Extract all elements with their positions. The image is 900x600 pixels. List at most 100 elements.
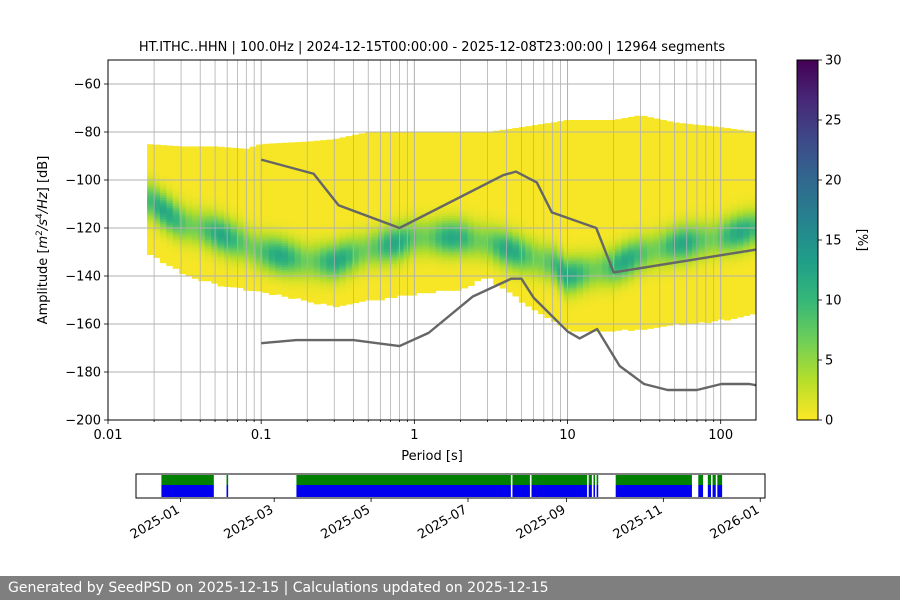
heatmap-cell (377, 199, 385, 202)
heatmap-cell (397, 199, 405, 202)
heatmap-cell (486, 263, 494, 267)
heatmap-cell (249, 269, 257, 272)
heatmap-cell (339, 231, 347, 234)
heatmap-cell (294, 242, 302, 246)
heatmap-cell (172, 167, 180, 171)
heatmap-cell (480, 268, 488, 272)
heatmap-cell (294, 250, 302, 253)
heatmap-cell (153, 252, 161, 256)
heatmap-cell (153, 240, 161, 244)
heatmap-cell (230, 210, 238, 214)
heatmap-cell (179, 208, 187, 212)
heatmap-cell (147, 158, 155, 162)
heatmap-cell (166, 181, 174, 185)
heatmap-cell (448, 288, 456, 291)
heatmap-cell (185, 273, 193, 277)
heatmap-cell (339, 262, 347, 266)
heatmap-cell (204, 170, 212, 174)
heatmap-cell (179, 256, 187, 260)
heatmap-cell (320, 197, 328, 201)
heatmap-cell (608, 288, 616, 291)
heatmap-cell (467, 266, 475, 270)
heatmap-cell (461, 213, 469, 217)
heatmap-cell (288, 281, 296, 285)
heatmap-cell (313, 212, 321, 216)
heatmap-cell (384, 264, 392, 267)
heatmap-cell (441, 271, 449, 274)
heatmap-cell (467, 134, 475, 138)
heatmap-cell (538, 186, 546, 190)
heatmap-cell (576, 156, 584, 159)
heatmap-cell (525, 183, 533, 187)
heatmap-cell (531, 233, 539, 236)
heatmap-cell (371, 247, 379, 250)
heatmap-cell (595, 242, 603, 246)
heatmap-cell (493, 207, 501, 211)
heatmap-cell (236, 232, 244, 236)
heatmap-cell (486, 256, 494, 260)
heatmap-cell (538, 210, 546, 214)
heatmap-cell (262, 165, 270, 169)
heatmap-cell (320, 293, 328, 297)
heatmap-cell (525, 147, 533, 151)
heatmap-cell (589, 177, 597, 181)
heatmap-cell (595, 158, 603, 162)
heatmap-cell (256, 221, 264, 225)
heatmap-cell (256, 233, 264, 237)
heatmap-cell (499, 271, 507, 275)
heatmap-cell (544, 245, 552, 249)
heatmap-cell (473, 192, 481, 195)
heatmap-cell (614, 150, 622, 154)
heatmap-cell (249, 225, 257, 229)
heatmap-cell (589, 204, 597, 207)
heatmap-cell (416, 151, 424, 154)
heatmap-cell (614, 231, 622, 235)
heatmap-cell (262, 220, 270, 224)
heatmap-cell (486, 230, 494, 233)
heatmap-cell (390, 242, 398, 246)
heatmap-cell (531, 252, 539, 256)
heatmap-cell (467, 280, 475, 284)
heatmap-cell (480, 175, 488, 178)
heatmap-cell (461, 146, 469, 150)
heatmap-cell (159, 176, 167, 180)
heatmap-cell (294, 146, 302, 150)
heatmap-cell (544, 211, 552, 215)
heatmap-cell (544, 216, 552, 220)
heatmap-cell (448, 218, 456, 222)
heatmap-cell (582, 242, 590, 246)
heatmap-cell (493, 193, 501, 196)
heatmap-cell (525, 255, 533, 259)
heatmap-cell (441, 235, 449, 238)
heatmap-cell (358, 200, 366, 204)
heatmap-cell (358, 222, 366, 225)
heatmap-cell (371, 170, 379, 174)
heatmap-cell (371, 242, 379, 246)
heatmap-cell (608, 168, 616, 171)
heatmap-cell (147, 197, 155, 200)
heatmap-cell (544, 192, 552, 196)
heatmap-cell (198, 180, 206, 183)
heatmap-cell (416, 136, 424, 140)
heatmap-cell (409, 223, 417, 226)
heatmap-cell (409, 252, 417, 255)
heatmap-cell (493, 241, 501, 244)
heatmap-cell (339, 267, 347, 270)
heatmap-cell (300, 156, 308, 159)
heatmap-cell (480, 204, 488, 207)
heatmap-cell (275, 222, 283, 226)
heatmap-cell (243, 235, 251, 238)
heatmap-cell (576, 158, 584, 162)
heatmap-cell (518, 191, 526, 195)
heatmap-cell (480, 163, 488, 166)
heatmap-cell (236, 193, 244, 197)
heatmap-cell (589, 146, 597, 150)
heatmap-cell (435, 254, 443, 258)
heatmap-cell (345, 198, 353, 202)
heatmap-cell (538, 306, 546, 310)
heatmap-cell (467, 218, 475, 222)
heatmap-cell (147, 249, 155, 253)
heatmap-cell (467, 242, 475, 246)
heatmap-cell (576, 240, 584, 243)
heatmap-cell (506, 232, 514, 235)
